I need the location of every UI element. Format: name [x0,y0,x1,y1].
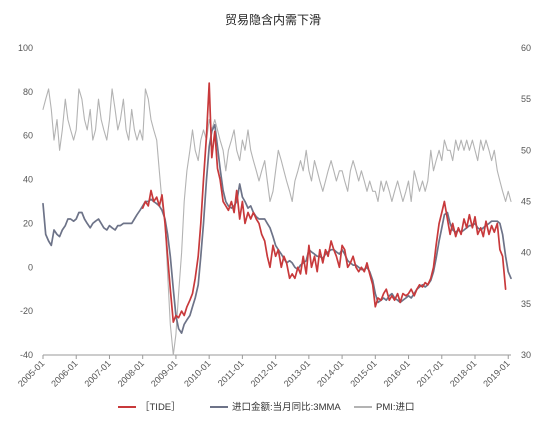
x-tick-label: 2017-01 [415,358,445,388]
x-tick-label: 2008-01 [116,358,146,388]
x-tick-label: 2015-01 [348,358,378,388]
x-tick-label: 2012-01 [249,358,279,388]
series-line-1 [42,123,512,334]
x-tick-label: 2019-01 [481,358,511,388]
y-left-tick-label: 20 [23,218,33,228]
y-left-tick-label: 0 [28,262,33,272]
legend-label: 进口金额:当月同比:3MMA [232,401,341,413]
plot-lines [42,82,512,356]
y-left-tick-label: -20 [20,306,33,316]
x-tick-label: 2009-01 [149,358,179,388]
y-left-tick-label: 40 [23,175,33,185]
y-right-tick-label: 35 [521,299,531,309]
x-tick-label: 2005-01 [16,358,46,388]
y-right-tick-label: 60 [521,43,531,53]
y-left-tick-label: 80 [23,87,33,97]
x-tick-label: 2013-01 [282,358,312,388]
series-line-2 [42,88,512,356]
x-tick-label: 2006-01 [49,358,79,388]
y-right-axis: 60 55 50 45 40 35 30 [521,43,531,360]
y-right-tick-label: 30 [521,350,531,360]
legend-label: ［TIDE］ [140,402,181,413]
x-tick-label: 2007-01 [82,358,112,388]
x-tick-label: 2014-01 [315,358,345,388]
x-tick-label: 2011-01 [216,358,246,388]
y-right-tick-label: 40 [521,248,531,258]
y-left-tick-label: 100 [18,43,33,53]
x-tick-label: 2016-01 [382,358,412,388]
y-right-tick-label: 50 [521,145,531,155]
y-left-tick-label: 60 [23,131,33,141]
legend: ［TIDE］ 进口金额:当月同比:3MMA PMI:进口 [118,401,415,413]
y-left-axis: 100 80 60 40 20 0 -20 -40 [18,43,33,360]
x-tick-label: 2010-01 [182,358,212,388]
y-right-tick-label: 45 [521,197,531,207]
chart-title: 贸易隐含内需下滑 [225,12,321,27]
y-left-tick-label: -40 [20,350,33,360]
y-right-tick-label: 55 [521,94,531,104]
series-line-0 [141,82,507,323]
x-axis: 2005-01 2006-01 2007-01 2008-01 2009-01 2010-… [16,354,512,389]
legend-label: PMI:进口 [376,402,415,413]
x-tick-label: 2018-01 [448,358,478,388]
